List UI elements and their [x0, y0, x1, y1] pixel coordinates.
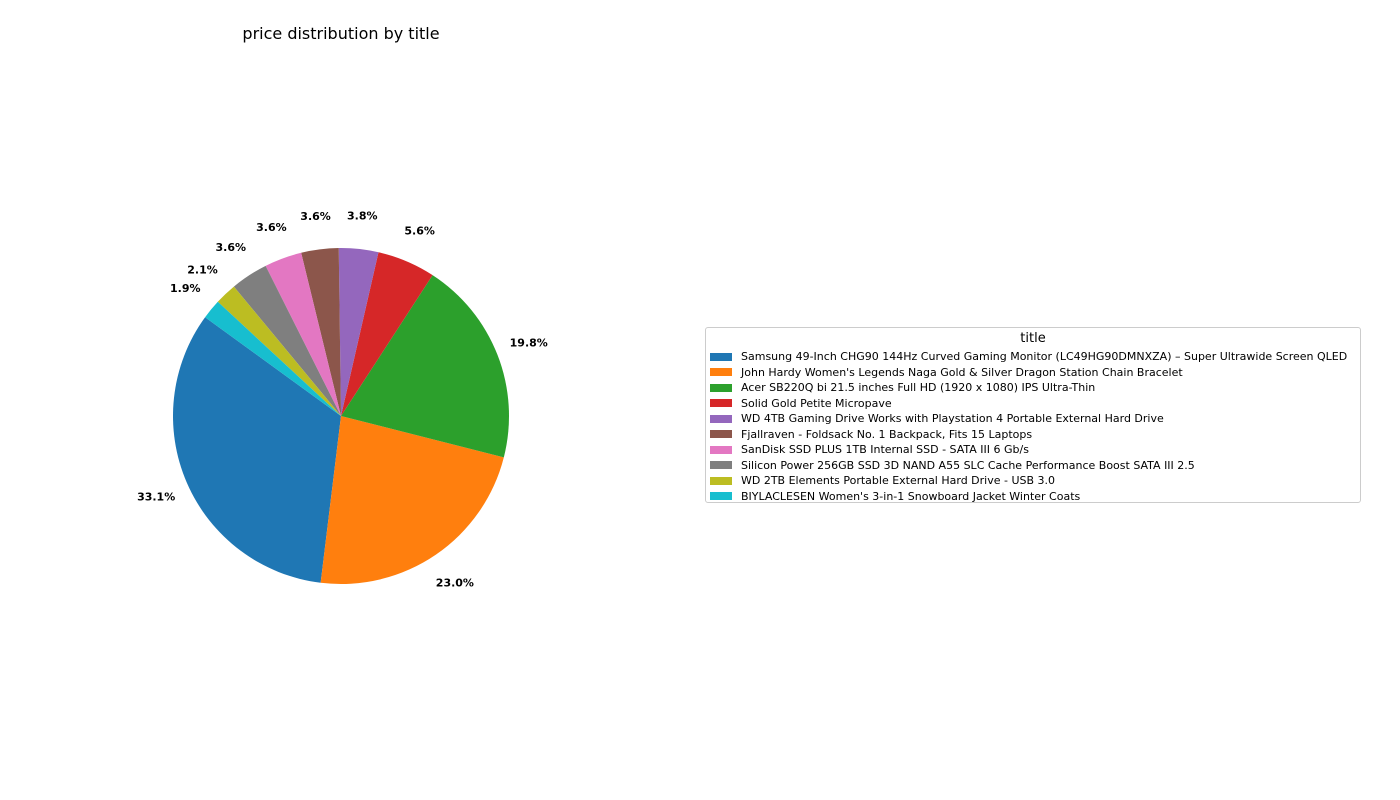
- pie-percent-label-5: 3.8%: [347, 210, 378, 223]
- legend-item-7: SanDisk SSD PLUS 1TB Internal SSD - SATA…: [710, 442, 1356, 458]
- pie-slice-10: [205, 301, 341, 416]
- legend-label-3: Acer SB220Q bi 21.5 inches Full HD (1920…: [741, 381, 1096, 395]
- pie-slice-7: [265, 252, 341, 416]
- legend-swatch-6: [710, 430, 732, 439]
- pie-slice-9: [217, 286, 341, 416]
- pie-slice-5: [338, 248, 379, 416]
- legend-item-6: Fjallraven - Foldsack No. 1 Backpack, Fi…: [710, 427, 1356, 443]
- legend-swatch-10: [710, 492, 732, 501]
- legend-swatch-4: [710, 399, 732, 408]
- pie-percent-label-6: 3.6%: [300, 210, 331, 223]
- pie-percent-label-4: 5.6%: [404, 224, 435, 237]
- pie-percent-label-2: 23.0%: [436, 576, 474, 589]
- legend-item-8: Silicon Power 256GB SSD 3D NAND A55 SLC …: [710, 458, 1356, 474]
- chart-title: price distribution by title: [242, 24, 439, 43]
- legend-label-4: Solid Gold Petite Micropave: [741, 396, 892, 410]
- legend-label-2: John Hardy Women's Legends Naga Gold & S…: [741, 365, 1183, 379]
- legend-title: title: [1020, 331, 1046, 346]
- legend-swatch-3: [710, 383, 732, 392]
- pie-slice-8: [233, 265, 341, 416]
- legend-swatch-8: [710, 461, 732, 470]
- legend: title Samsung 49-Inch CHG90 144Hz Curved…: [705, 327, 1361, 503]
- pie-percent-label-3: 19.8%: [510, 337, 548, 350]
- legend-item-4: Solid Gold Petite Micropave: [710, 396, 1356, 412]
- pie-percent-label-7: 3.6%: [256, 221, 287, 234]
- legend-item-9: WD 2TB Elements Portable External Hard D…: [710, 473, 1356, 489]
- legend-label-7: SanDisk SSD PLUS 1TB Internal SSD - SATA…: [741, 443, 1029, 457]
- legend-item-3: Acer SB220Q bi 21.5 inches Full HD (1920…: [710, 380, 1356, 396]
- legend-label-9: WD 2TB Elements Portable External Hard D…: [741, 474, 1056, 488]
- pie-slice-3: [341, 275, 509, 458]
- legend-item-2: John Hardy Women's Legends Naga Gold & S…: [710, 365, 1356, 381]
- legend-label-8: Silicon Power 256GB SSD 3D NAND A55 SLC …: [741, 458, 1195, 472]
- legend-label-10: BIYLACLESEN Women's 3-in-1 Snowboard Jac…: [741, 489, 1081, 503]
- pie-percent-labels: 33.1% 23.0% 19.8% 5.6% 3.8% 3.6% 3.6% 3.6% 2.1% 1…: [137, 210, 548, 590]
- pie-slice-2: [320, 416, 504, 584]
- legend-label-6: Fjallraven - Foldsack No. 1 Backpack, Fi…: [741, 427, 1033, 441]
- legend-swatch-7: [710, 445, 732, 454]
- legend-item-10: BIYLACLESEN Women's 3-in-1 Snowboard Jac…: [710, 489, 1356, 505]
- legend-swatch-9: [710, 476, 732, 485]
- pie-slice-1: [173, 317, 341, 583]
- legend-item-5: WD 4TB Gaming Drive Works with Playstati…: [710, 411, 1356, 427]
- pie-percent-label-1: 33.1%: [137, 490, 175, 503]
- legend-item-1: Samsung 49-Inch CHG90 144Hz Curved Gamin…: [710, 349, 1356, 365]
- legend-label-1: Samsung 49-Inch CHG90 144Hz Curved Gamin…: [741, 350, 1348, 364]
- legend-label-5: WD 4TB Gaming Drive Works with Playstati…: [741, 412, 1164, 426]
- legend-swatch-5: [710, 414, 732, 423]
- pie-percent-label-9: 2.1%: [187, 263, 218, 276]
- pie-percent-label-8: 3.6%: [216, 241, 247, 254]
- pie-slice-6: [301, 248, 341, 416]
- legend-items: Samsung 49-Inch CHG90 144Hz Curved Gamin…: [710, 349, 1356, 504]
- legend-swatch-1: [710, 352, 732, 361]
- legend-swatch-2: [710, 368, 732, 377]
- pie-slice-4: [341, 252, 433, 416]
- pie-slices: [173, 248, 509, 584]
- pie-percent-label-10: 1.9%: [170, 282, 201, 295]
